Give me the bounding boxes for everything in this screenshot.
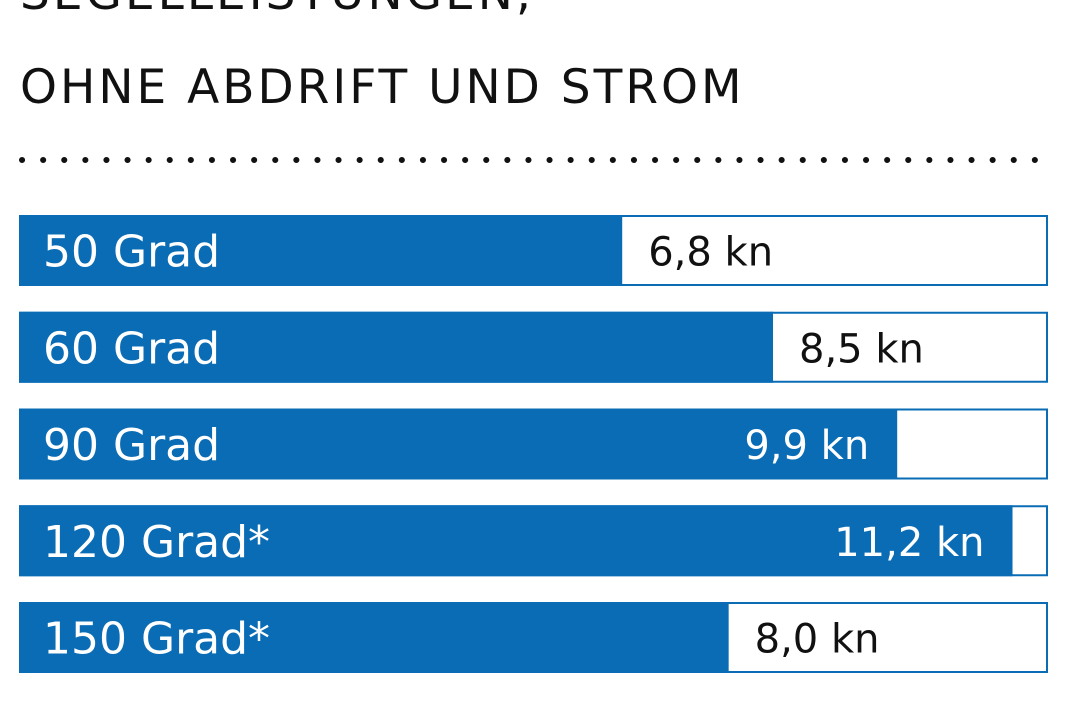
category-label: 90 Grad [43,420,220,471]
bar [19,311,774,383]
category-label: 50 Grad [43,227,220,278]
bar [19,408,898,480]
chart-title-line-2: OHNE ABDRIFT UND STROM [20,60,745,115]
dotted-divider [19,157,1055,163]
value-label: 11,2 kn [834,520,984,566]
chart-title-line-1: SEGELLEISTUNGEN, [20,0,534,17]
bar [19,602,729,673]
value-label: 8,5 kn [799,326,924,372]
category-label: 60 Grad [43,323,220,374]
value-label: 6,8 kn [648,230,773,276]
category-label: 120 Grad* [43,517,270,568]
value-label: 9,9 kn [744,423,869,469]
bar [19,215,623,286]
category-label: 150 Grad* [43,614,270,665]
value-label: 8,0 kn [755,617,880,663]
bar [19,505,1013,577]
